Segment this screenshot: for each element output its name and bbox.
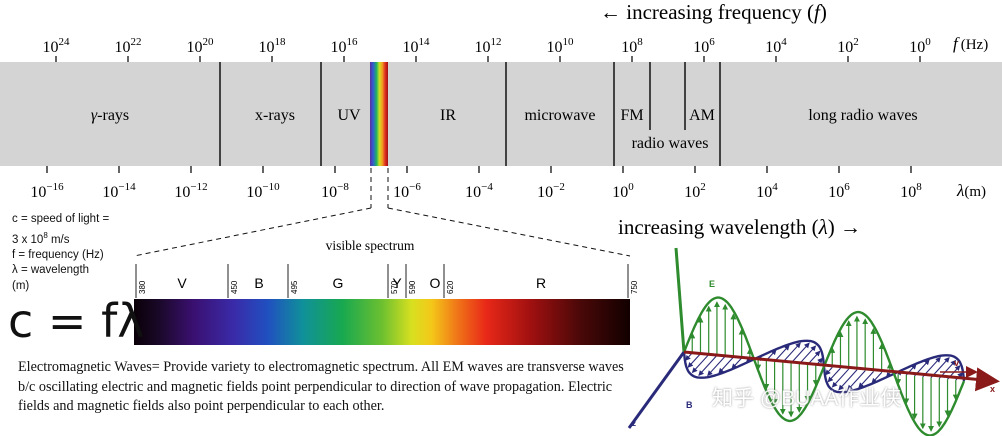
b-field-axis <box>627 351 686 429</box>
wavelength-tick-label: 10−6 <box>393 181 421 201</box>
frequency-tick-label: 108 <box>621 36 643 56</box>
b-field-vector <box>824 366 833 376</box>
frequency-tick-label: 102 <box>837 36 859 56</box>
wavelength-tick-label: 10−8 <box>321 181 349 201</box>
wavelength-tick-labels: 10−16 10−14 10−12 10−10 10−8 10−6 10−4 10−2 100 1… <box>30 166 922 201</box>
b-field-vector <box>798 345 817 365</box>
em-wave-illustration: E Bv x z <box>627 247 1000 436</box>
band-ir: IR <box>440 107 456 124</box>
frequency-direction-title: ← increasing frequency (f) <box>600 0 827 24</box>
b-field-vector <box>827 367 841 383</box>
b-field-vector <box>718 356 734 374</box>
b-field-vector <box>731 357 743 370</box>
frequency-unit-label: f (Hz) <box>953 34 988 53</box>
x-axis-label: x <box>990 384 995 394</box>
band-radio-waves: radio waves <box>632 135 709 152</box>
b-field-vector <box>782 342 801 363</box>
wavelength-tick-label: 10−12 <box>174 181 207 201</box>
visible-boundary-label: 495 <box>290 280 299 294</box>
e-field-axis <box>674 247 686 353</box>
definition-lambda-line1: λ = wavelength <box>12 264 90 277</box>
visible-boundary-label: 750 <box>630 280 639 294</box>
visible-spectrum-scale: 380 450 495 570 590 620 750 V B G Y O R <box>135 264 639 298</box>
definition-f: f = frequency (Hz) <box>12 248 104 261</box>
band-uv: UV <box>337 107 361 124</box>
wavelength-tick-label: 102 <box>684 181 706 201</box>
visible-color-letter: R <box>536 275 546 291</box>
visible-spectrum-title: visible spectrum <box>326 238 415 253</box>
wavelength-tick-label: 10−2 <box>537 181 565 201</box>
definition-lambda-line2: (m) <box>12 279 30 292</box>
visible-light-strip <box>370 62 388 166</box>
watermark: 知乎 @BUAA作业侠 <box>712 387 902 410</box>
band-am: AM <box>689 107 715 124</box>
wavelength-tick-label: 106 <box>828 181 850 201</box>
em-waves-description: Electromagnetic Waves= Provide variety t… <box>18 359 624 414</box>
visible-color-letter: V <box>177 275 187 291</box>
visible-color-letter: G <box>333 275 344 291</box>
spectrum-band <box>0 62 1002 166</box>
wavelength-tick-label: 108 <box>900 181 922 201</box>
propagation-axis <box>683 350 1000 392</box>
b-field-vector <box>707 355 726 377</box>
visible-boundary-label: 380 <box>138 280 147 294</box>
frequency-tick-labels: 1024 1022 1020 1018 1016 1014 1012 1010 108 106 10… <box>43 36 931 62</box>
band-x-rays: x-rays <box>255 107 295 124</box>
b-field-vector <box>698 355 718 376</box>
wavelength-tick-label: 10−10 <box>246 181 280 201</box>
frequency-tick-label: 100 <box>909 36 931 56</box>
definition-c-line2: 3 x 108 m/s <box>12 230 70 246</box>
b-field-vector <box>871 372 883 384</box>
visible-color-letter: O <box>430 275 441 291</box>
visible-color-letter: Y <box>392 275 402 291</box>
definition-c-line1: c = speed of light = <box>12 213 110 225</box>
band-separators <box>219 62 721 166</box>
frequency-tick-label: 1022 <box>115 36 142 56</box>
wavelength-direction-title: increasing wavelength (λ) → <box>618 215 861 239</box>
visible-color-letter: B <box>254 275 263 291</box>
frequency-tick-label: 1012 <box>475 36 502 56</box>
b-field-vector <box>858 371 874 389</box>
zoom-guides <box>133 168 631 257</box>
b-field-vector <box>790 342 810 364</box>
z-axis-label: z <box>632 419 636 428</box>
e-field-label: E <box>709 279 715 289</box>
frequency-tick-label: 1010 <box>547 36 575 56</box>
b-field-vector <box>838 369 858 391</box>
visible-spectrum-bar <box>134 299 630 345</box>
frequency-tick-label: 1018 <box>259 36 287 56</box>
frequency-tick-label: 1024 <box>43 36 71 56</box>
velocity-label: v <box>954 358 959 368</box>
frequency-tick-label: 104 <box>765 36 787 56</box>
definitions: c = speed of light = 3 x 108 m/s f = fre… <box>12 212 109 294</box>
band-microwave: microwave <box>524 107 595 124</box>
visible-boundary-label: 590 <box>408 280 417 294</box>
wavelength-tick-label: 104 <box>756 181 778 201</box>
b-field-vector <box>691 354 710 374</box>
b-field-vector <box>831 368 850 388</box>
visible-boundary-label: 620 <box>446 280 455 294</box>
band-fm: FM <box>620 107 643 124</box>
b-field-vector <box>847 370 866 391</box>
visible-boundary-label: 570 <box>390 280 399 294</box>
b-field-vector <box>687 353 701 368</box>
frequency-tick-label: 1020 <box>187 36 215 56</box>
frequency-tick-label: 106 <box>693 36 715 56</box>
visible-boundary-label: 450 <box>230 280 239 294</box>
wavelength-tick-label: 10−14 <box>102 181 136 201</box>
wavelength-unit-label: λ(m) <box>956 181 986 200</box>
wavelength-tick-label: 10−4 <box>465 181 493 201</box>
b-field-label: B <box>686 400 693 410</box>
frequency-tick-label: 1016 <box>331 36 359 56</box>
band-gamma-rays: γ-rays <box>91 107 129 124</box>
frequency-tick-label: 1014 <box>403 36 431 56</box>
b-field-vector <box>774 344 790 362</box>
wave-equation: c = fλ <box>8 294 145 348</box>
band-long-radio-waves: long radio waves <box>808 107 917 124</box>
wavelength-tick-label: 100 <box>612 181 634 201</box>
wavelength-tick-label: 10−16 <box>30 181 64 201</box>
